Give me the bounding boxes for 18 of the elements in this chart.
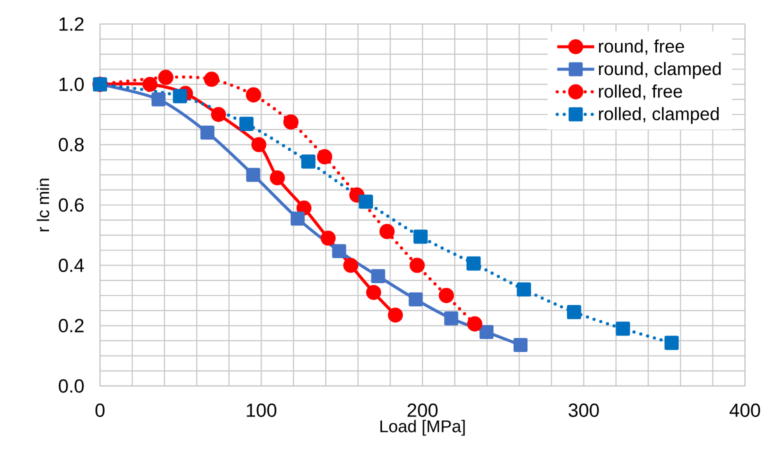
x-tick-label: 0 [95,404,105,417]
y-tick-label: 0.8 [58,138,84,152]
y-tick-label: 0.4 [58,258,84,272]
x-axis-title: Load [MPa] [380,420,465,436]
legend-label: rolled, free [599,84,682,100]
x-tick-label: 400 [730,404,760,417]
x-tick-label: 200 [408,404,438,417]
y-axis-title: r lc min [36,178,50,232]
legend-label: round, free [599,39,684,55]
x-tick-label: 300 [568,404,599,417]
x-tick-label: 100 [246,404,276,417]
y-tick-label: 0.6 [58,198,84,212]
legend-label: rolled, clamped [599,107,719,124]
y-tick-label: 0.2 [58,318,84,332]
y-tick-label: 1.0 [60,78,84,92]
legend-label: round, clamped [599,62,721,79]
y-tick-label: 0.0 [58,379,84,393]
y-tick-label: 1.2 [60,17,84,31]
